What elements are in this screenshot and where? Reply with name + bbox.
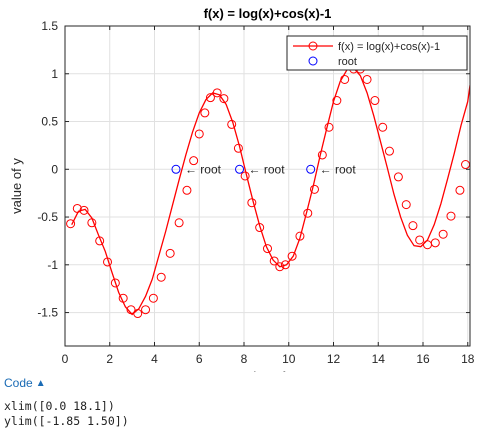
data-point [393, 172, 403, 182]
data-point [165, 248, 175, 258]
code-toggle-label: Code [4, 376, 33, 390]
x-tick-label: 14 [372, 352, 386, 366]
y-axis-label: value of y [9, 158, 24, 214]
data-point [219, 94, 229, 104]
series-line [71, 67, 470, 316]
x-tick-label: 16 [416, 352, 430, 366]
data-point [430, 238, 440, 248]
data-point [95, 236, 105, 246]
data-point [66, 219, 76, 229]
code-line: ylim([-1.85 1.50]) [4, 414, 129, 428]
root-annotation: ← root [185, 162, 222, 176]
data-point [263, 244, 272, 254]
data-point [227, 119, 237, 129]
data-point [79, 205, 89, 215]
data-point [194, 129, 204, 139]
data-point [110, 278, 120, 288]
data-point [269, 256, 279, 266]
x-tick-label: 12 [327, 352, 341, 366]
data-point [72, 203, 82, 213]
data-point [332, 96, 342, 106]
data-point [275, 262, 285, 272]
y-tick-label: 1 [51, 67, 58, 81]
y-tick-label: -1 [47, 258, 58, 272]
data-point [174, 218, 184, 228]
data-point [324, 122, 334, 132]
code-line: xlim([0.0 18.1]) [4, 399, 115, 413]
y-tick-label: 1.5 [41, 19, 58, 33]
y-tick-label: 0.5 [41, 115, 58, 129]
y-tick-label: -0.5 [37, 210, 58, 224]
data-point [205, 93, 215, 103]
data-point [362, 74, 372, 84]
data-point [118, 293, 128, 303]
data-point [126, 305, 136, 315]
x-tick-label: 8 [241, 352, 248, 366]
x-axis-label: value of x [240, 369, 296, 372]
data-point [295, 231, 305, 241]
root-point [306, 164, 316, 174]
x-tick-label: 0 [62, 352, 69, 366]
root-annotation: ← root [249, 162, 286, 176]
data-point [378, 122, 388, 132]
x-tick-label: 18 [461, 352, 475, 366]
data-point [280, 260, 290, 270]
x-tick-label: 4 [151, 352, 158, 366]
data-point [182, 185, 192, 195]
data-point [340, 74, 350, 84]
legend-marker-swatch [308, 41, 318, 51]
data-point [148, 293, 158, 303]
data-point [103, 257, 113, 267]
root-point [235, 164, 245, 174]
x-tick-label: 10 [282, 352, 296, 366]
data-point [455, 185, 465, 195]
y-tick-label: 0 [51, 162, 58, 176]
legend-label: root [338, 56, 357, 68]
data-point [309, 184, 319, 194]
legend-label: f(x) = log(x)+cos(x)-1 [338, 41, 440, 53]
data-point [200, 108, 210, 118]
data-point [247, 198, 257, 208]
data-point [189, 156, 199, 166]
axes-box [64, 25, 471, 347]
plot-area [65, 26, 470, 346]
data-point [233, 143, 243, 153]
data-point [384, 146, 394, 156]
data-point [303, 208, 313, 218]
data-point [415, 235, 425, 245]
data-point [87, 218, 97, 228]
data-point [156, 272, 166, 282]
chevron-up-icon: ▲ [35, 378, 46, 389]
data-point [287, 251, 297, 261]
data-point [240, 171, 250, 181]
root-annotation: ← root [320, 162, 357, 176]
data-point [370, 96, 380, 106]
data-point [438, 229, 448, 239]
data-point [401, 200, 411, 210]
root-point [171, 164, 181, 174]
y-tick-label: -1.5 [37, 306, 58, 320]
data-point [446, 211, 456, 221]
data-point [212, 88, 222, 98]
data-point [141, 305, 151, 315]
chart-title: f(x) = log(x)+cos(x)-1 [204, 6, 332, 21]
x-tick-label: 2 [106, 352, 113, 366]
legend-root-swatch [308, 56, 318, 66]
data-point [133, 309, 143, 319]
code-toggle[interactable]: Code ▲ [4, 376, 46, 390]
data-point [408, 221, 418, 231]
data-point [255, 223, 265, 233]
data-point [317, 150, 327, 160]
legend-box [286, 35, 468, 71]
code-block: xlim([0.0 18.1]) ylim([-1.85 1.50]) [4, 399, 129, 429]
x-tick-label: 6 [196, 352, 203, 366]
